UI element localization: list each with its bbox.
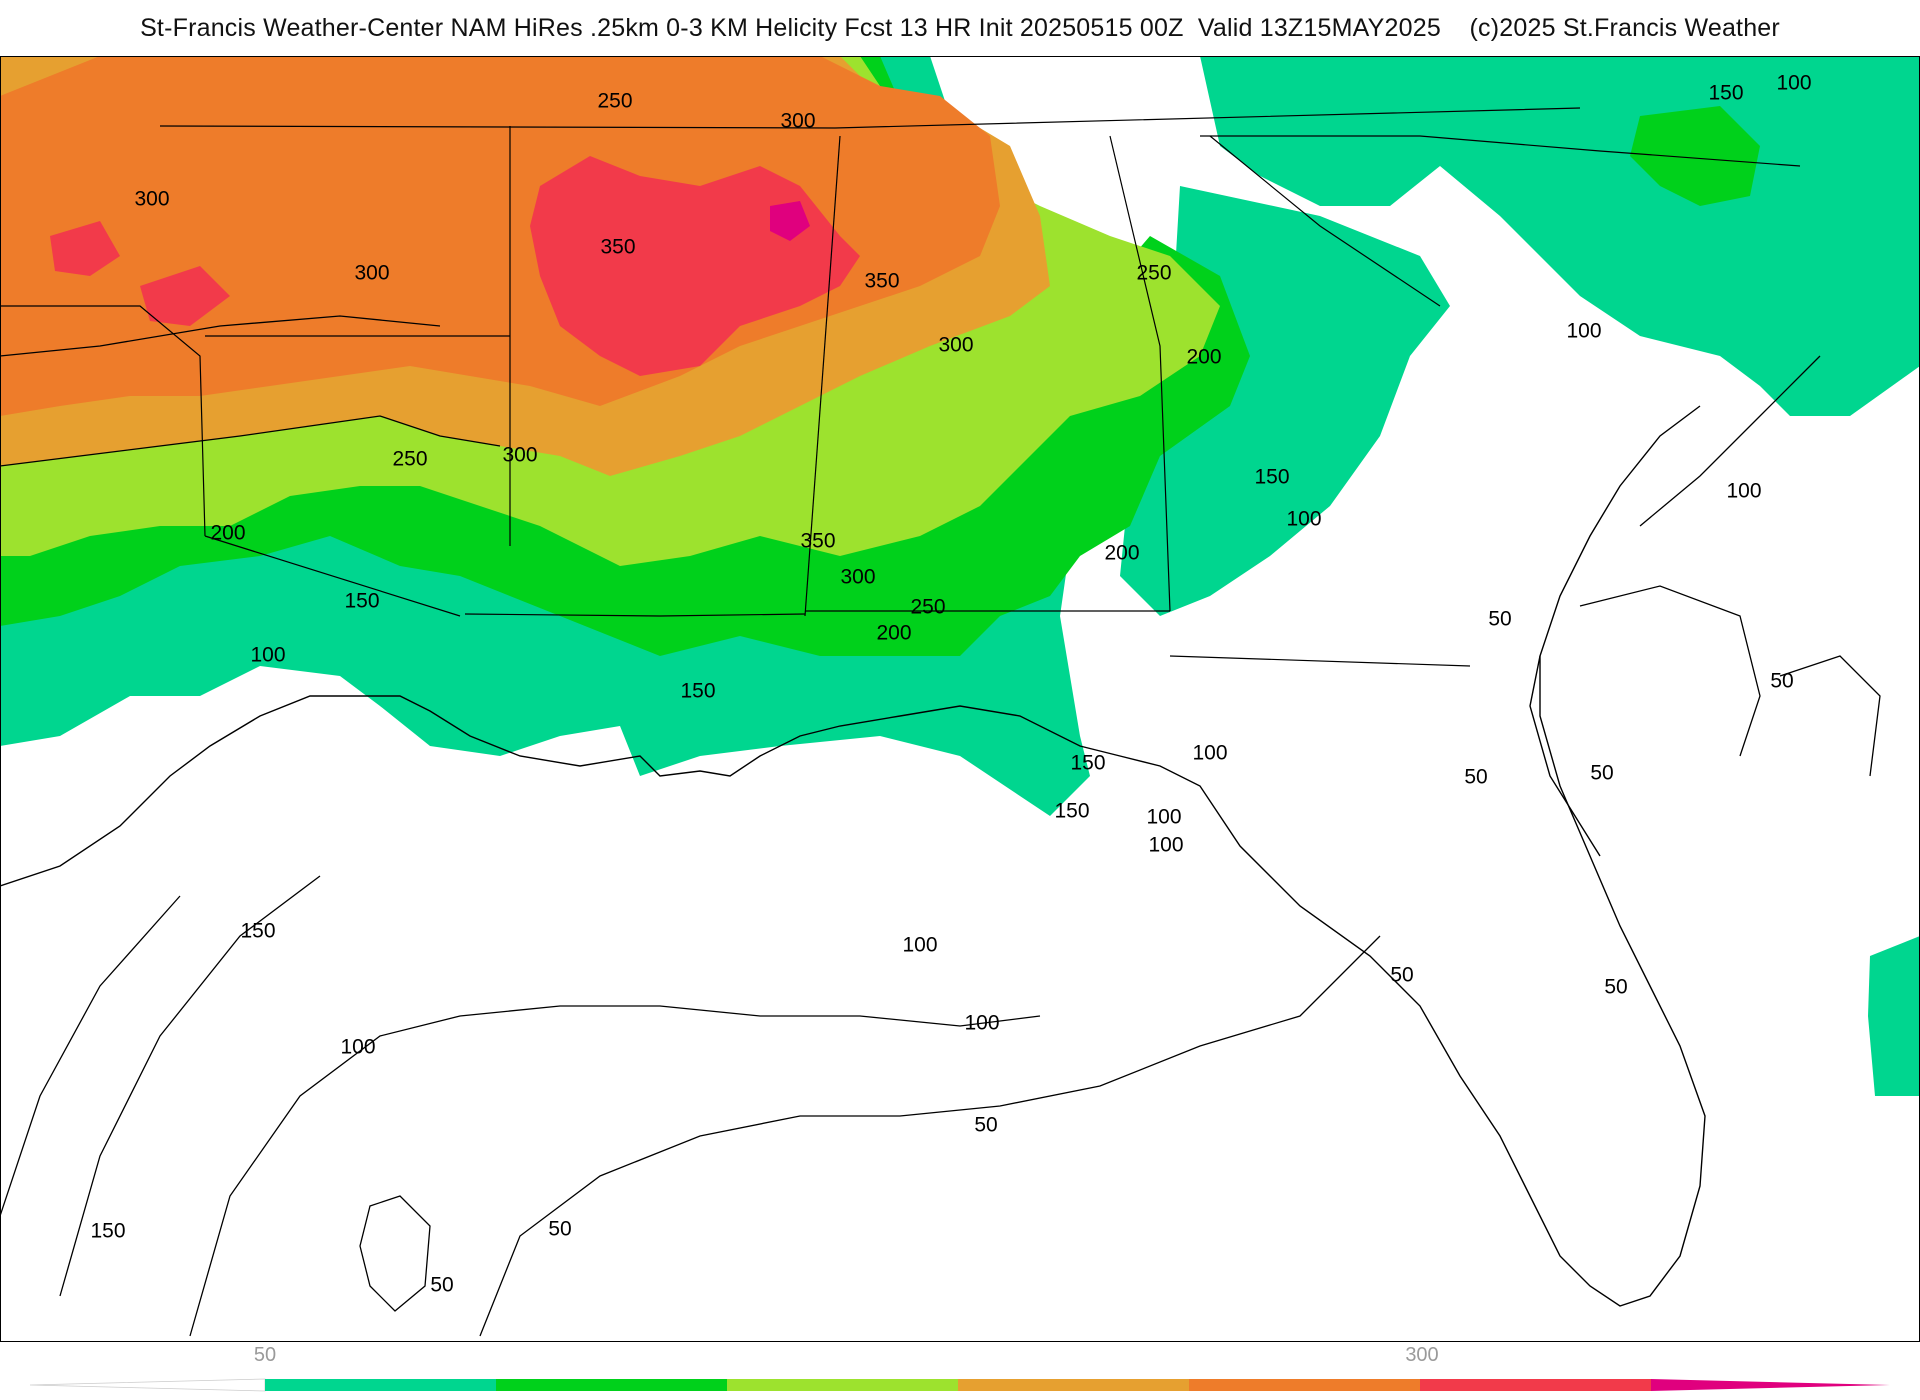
contour-labels: 250 300 300 300 350 350 300 250 250 300 … <box>90 72 1811 1297</box>
contour-100-east <box>1639 355 1821 527</box>
contour-label: 100 <box>1726 480 1761 503</box>
band-300-350-west <box>50 221 120 276</box>
border-ar-mo <box>159 107 1581 129</box>
contour-label: 100 <box>1192 742 1227 765</box>
colorbar-tick-label: 50 <box>253 1344 277 1366</box>
colorbar-bin-1 <box>265 1379 496 1391</box>
band-300-350-west2 <box>140 266 230 326</box>
contour-label: 300 <box>502 444 537 467</box>
coastlines <box>0 405 1706 1307</box>
contour-label: 300 <box>938 334 973 357</box>
border-ok-tx <box>0 305 206 537</box>
contour-label: 150 <box>240 920 275 943</box>
map-title: St-Francis Weather-Center NAM HiRes .25k… <box>140 13 1780 42</box>
contour-label: 100 <box>1286 508 1321 531</box>
contour-label: 50 <box>1390 964 1413 987</box>
contour-label: 200 <box>210 522 245 545</box>
contour-100-gulf <box>189 1005 1041 1337</box>
border-nc-north <box>1200 135 1801 167</box>
contour-label: 50 <box>1590 762 1613 785</box>
colorbar-bin-7 <box>1651 1379 1890 1391</box>
contour-250-inland <box>0 415 501 467</box>
contour-label: 100 <box>1146 806 1181 829</box>
contour-label: 100 <box>1148 834 1183 857</box>
band-100-150-ne <box>1630 106 1760 206</box>
border-al-ga <box>1109 135 1171 612</box>
florida-east <box>1529 655 1601 857</box>
state-borders <box>0 107 1801 667</box>
contour-lines <box>0 315 1881 1337</box>
contour-50-atlantic <box>1579 585 1761 757</box>
contour-label: 100 <box>902 934 937 957</box>
contour-150-gulf-west <box>59 875 321 1297</box>
contour-label: 50 <box>1604 976 1627 999</box>
contour-label: 100 <box>340 1036 375 1059</box>
contour-label: 300 <box>354 262 389 285</box>
contour-label: 150 <box>1708 82 1743 105</box>
contour-label: 300 <box>134 188 169 211</box>
gulf-coastline <box>0 405 1706 1307</box>
contour-label: 150 <box>344 590 379 613</box>
contour-label: 350 <box>864 270 899 293</box>
colorbar-bin-2 <box>496 1379 727 1391</box>
contour-label: 100 <box>1566 320 1601 343</box>
contour-label: 150 <box>1070 752 1105 775</box>
contour-label: 250 <box>392 448 427 471</box>
border-ms-al <box>804 135 841 617</box>
colorbar-bin-3 <box>727 1379 958 1391</box>
contour-label: 200 <box>1186 346 1221 369</box>
colorbar-bin-5 <box>1189 1379 1420 1391</box>
contour-50-loop <box>359 1195 431 1312</box>
border-ga-sc <box>1209 135 1441 307</box>
contour-label: 150 <box>90 1220 125 1243</box>
contour-label: 300 <box>840 566 875 589</box>
contour-label: 250 <box>597 90 632 113</box>
border-la-north <box>204 535 461 617</box>
contour-label: 150 <box>1254 466 1289 489</box>
band-350-plus <box>770 201 810 241</box>
contour-label: 50 <box>430 1274 453 1297</box>
contour-label: 200 <box>1104 542 1139 565</box>
contour-50-atlantic2 <box>1779 655 1881 777</box>
contour-label: 100 <box>250 644 285 667</box>
contour-label: 250 <box>1136 262 1171 285</box>
contour-label: 250 <box>910 596 945 619</box>
contour-label: 50 <box>974 1114 997 1137</box>
colorbar <box>30 1378 1890 1392</box>
contour-50-gulf <box>479 935 1381 1337</box>
contour-label: 50 <box>548 1218 571 1241</box>
contour-label: 350 <box>600 236 635 259</box>
contour-label: 50 <box>1770 670 1793 693</box>
colorbar-bin-0 <box>30 1378 266 1392</box>
colorbar-tick-label: 300 <box>1405 1344 1439 1366</box>
contour-label: 100 <box>1776 72 1811 95</box>
contour-label: 350 <box>800 530 835 553</box>
contour-label: 100 <box>964 1012 999 1035</box>
colorbar-bin-6 <box>1420 1379 1651 1391</box>
helicity-map: 250 300 300 300 350 350 300 250 250 300 … <box>0 56 1920 1342</box>
band-250-300 <box>0 56 1000 416</box>
contour-label: 50 <box>1464 766 1487 789</box>
border-ga-fl <box>1169 655 1471 667</box>
contour-300-inland <box>0 315 441 357</box>
contour-150-gulf-far-west <box>0 895 181 1217</box>
helicity-shading <box>0 56 1920 1096</box>
band-50-100-atlantic <box>1868 936 1920 1096</box>
colorbar-bin-4 <box>958 1379 1189 1391</box>
contour-label: 300 <box>780 110 815 133</box>
contour-label: 50 <box>1488 608 1511 631</box>
border-ms-la <box>464 613 806 617</box>
contour-label: 150 <box>680 680 715 703</box>
contour-label: 200 <box>876 622 911 645</box>
contour-label: 150 <box>1054 800 1089 823</box>
